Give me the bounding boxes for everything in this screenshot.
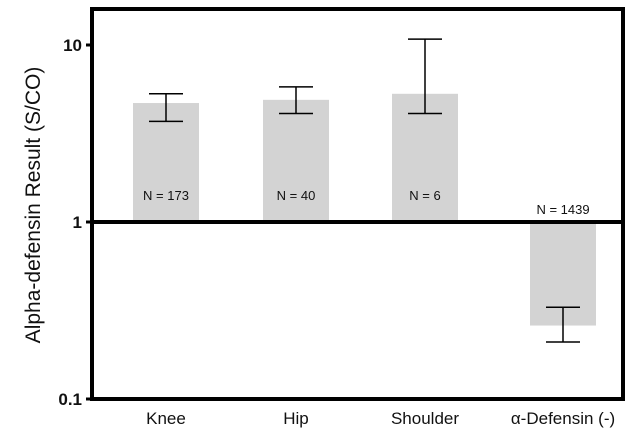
error-bars-layer [149, 38, 580, 343]
x-categories-layer: Knee Hip Shoulder α-Defensin (-) [146, 409, 615, 428]
category-label-0: Knee [146, 409, 186, 428]
bar-1 [263, 99, 329, 222]
bar-0 [133, 103, 199, 222]
y-ticks-layer: 10 1 0.1 [58, 36, 92, 409]
y-tick-label-1: 1 [73, 213, 82, 232]
n-label-3: N = 1439 [536, 202, 589, 217]
y-tick-label-2: 0.1 [58, 390, 82, 409]
y-axis-label: Alpha-defensin Result (S/CO) [22, 67, 45, 344]
y-tick-label-0: 10 [63, 36, 82, 55]
category-label-2: Shoulder [391, 409, 459, 428]
plot-frame [90, 7, 625, 401]
category-label-3: α-Defensin (-) [511, 409, 615, 428]
n-label-2: N = 6 [409, 188, 440, 203]
bar-2 [392, 93, 458, 223]
n-label-0: N = 173 [143, 188, 189, 203]
n-labels-layer: N = 173 N = 40 N = 6 N = 1439 [143, 188, 590, 217]
category-label-1: Hip [283, 409, 309, 428]
n-label-1: N = 40 [277, 188, 316, 203]
bars-layer [133, 93, 596, 326]
